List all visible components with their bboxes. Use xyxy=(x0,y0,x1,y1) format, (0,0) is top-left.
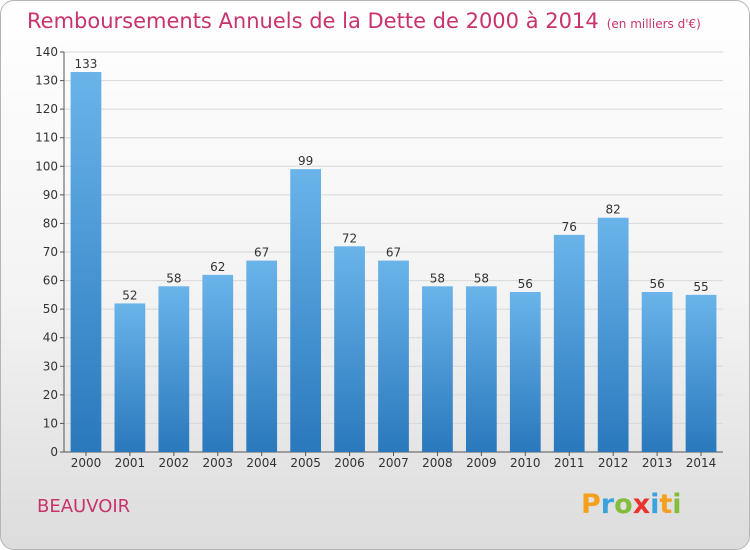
y-tick-label: 50 xyxy=(43,302,58,316)
x-tick-label: 2010 xyxy=(510,456,541,470)
y-tick-label: 60 xyxy=(43,274,58,288)
data-label: 56 xyxy=(649,277,664,291)
data-label: 76 xyxy=(562,220,577,234)
bar xyxy=(290,169,322,452)
y-tick-label: 0 xyxy=(50,445,58,459)
y-tick-label: 110 xyxy=(35,131,58,145)
data-label: 52 xyxy=(122,288,137,302)
logo-letter: i xyxy=(672,489,682,520)
y-tick-label: 20 xyxy=(43,388,58,402)
data-label: 58 xyxy=(166,271,181,285)
x-tick-label: 2014 xyxy=(686,456,717,470)
data-labels: 133 52 58 62 67 99 72 67 58 58 56 76 82 56 55 xyxy=(75,57,709,302)
bar xyxy=(158,286,190,452)
data-label: 58 xyxy=(430,271,445,285)
x-tick-label: 2008 xyxy=(422,456,453,470)
data-label: 56 xyxy=(518,277,533,291)
logo-letter: i xyxy=(650,489,660,520)
y-tick-label: 100 xyxy=(35,159,58,173)
bar xyxy=(202,274,234,452)
place-name: BEAUVOIR xyxy=(37,496,131,517)
tick-labels: 0 10 20 30 40 50 60 70 80 90 100 110 120 130 140 2000 20… xyxy=(35,45,716,470)
bar xyxy=(422,286,453,452)
y-tick-label: 90 xyxy=(43,188,58,202)
bar xyxy=(70,72,102,452)
bar xyxy=(597,217,629,452)
y-tick-label: 10 xyxy=(43,416,58,430)
data-label: 67 xyxy=(386,246,401,260)
data-label: 62 xyxy=(210,260,225,274)
x-tick-label: 2002 xyxy=(159,456,190,470)
bars xyxy=(70,72,717,452)
y-tick-label: 140 xyxy=(35,45,58,59)
x-tick-label: 2011 xyxy=(554,456,585,470)
data-label: 55 xyxy=(693,280,708,294)
bar xyxy=(378,260,409,452)
y-tick-label: 30 xyxy=(43,359,58,373)
data-label: 58 xyxy=(474,271,489,285)
y-tick-label: 120 xyxy=(35,102,58,116)
x-tick-label: 2004 xyxy=(246,456,277,470)
bar xyxy=(553,234,585,452)
y-tick-label: 40 xyxy=(43,331,58,345)
logo-letter: t xyxy=(659,489,673,520)
chart-title: Remboursements Annuels de la Dette de 20… xyxy=(27,9,701,33)
logo-letter: r xyxy=(600,489,615,520)
bar xyxy=(685,294,717,452)
x-tick-label: 2012 xyxy=(598,456,629,470)
data-label: 82 xyxy=(606,203,621,217)
bar xyxy=(509,292,541,452)
bar xyxy=(641,292,673,452)
logo-letter: x xyxy=(632,489,651,520)
x-tick-label: 2005 xyxy=(290,456,321,470)
bar xyxy=(334,246,365,452)
x-tick-label: 2003 xyxy=(202,456,233,470)
unit-note: (en milliers d'€) xyxy=(606,17,701,31)
y-tick-label: 130 xyxy=(35,74,58,88)
x-tick-label: 2000 xyxy=(71,456,102,470)
logo-letter: P xyxy=(581,489,601,520)
chart-title-text: Remboursements Annuels de la Dette de 20… xyxy=(27,9,599,33)
y-tick-label: 70 xyxy=(43,245,58,259)
bar xyxy=(114,303,146,452)
bar xyxy=(465,286,497,452)
data-label: 133 xyxy=(75,57,98,71)
x-tick-label: 2013 xyxy=(642,456,673,470)
proxiti-logo[interactable]: Proxiti xyxy=(581,489,682,520)
bar xyxy=(246,260,278,452)
x-tick-label: 2006 xyxy=(334,456,365,470)
data-label: 67 xyxy=(254,246,269,260)
data-label: 99 xyxy=(298,154,313,168)
x-tick-label: 2007 xyxy=(378,456,409,470)
x-tick-label: 2001 xyxy=(115,456,146,470)
data-label: 72 xyxy=(342,231,357,245)
logo-letter: o xyxy=(614,489,633,520)
x-tick-label: 2009 xyxy=(466,456,497,470)
y-tick-label: 80 xyxy=(43,216,58,230)
